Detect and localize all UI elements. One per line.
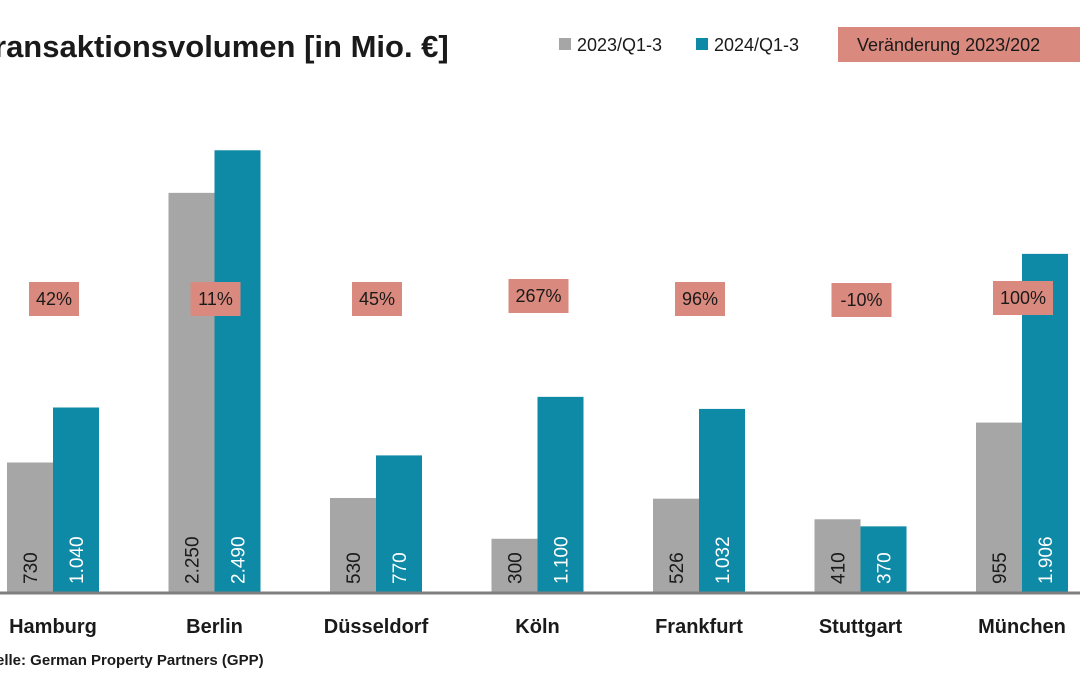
bar-frankfurt-2024 bbox=[699, 408, 745, 592]
category-label-koeln: Köln bbox=[515, 616, 559, 638]
change-label-frankfurt: 96% bbox=[682, 289, 718, 309]
bar-stuttgart-2023 bbox=[814, 519, 861, 592]
bar-berlin-2023 bbox=[168, 192, 215, 592]
bar-koeln-2023 bbox=[491, 538, 538, 592]
category-label-muenchen: München bbox=[978, 616, 1066, 638]
category-label-berlin: Berlin bbox=[186, 616, 243, 638]
bar-hamburg-2023 bbox=[7, 462, 53, 592]
category-label-duesseldorf: Düsseldorf bbox=[324, 616, 429, 638]
change-label-hamburg: 42% bbox=[36, 289, 72, 309]
bar-frankfurt-2023 bbox=[653, 498, 699, 592]
bar-label-frankfurt-2023: 526 bbox=[667, 552, 688, 584]
change-label-muenchen: 100% bbox=[1000, 288, 1046, 308]
change-box-muenchen bbox=[993, 281, 1053, 315]
change-label-koeln: 267% bbox=[515, 286, 561, 306]
change-label-stuttgart: -10% bbox=[840, 290, 882, 310]
change-box-berlin bbox=[190, 282, 241, 316]
category-label-frankfurt: Frankfurt bbox=[655, 616, 743, 638]
bar-label-berlin-2023: 2.250 bbox=[183, 536, 204, 584]
bar-berlin-2024 bbox=[214, 150, 261, 593]
bar-label-stuttgart-2024: 370 bbox=[875, 552, 896, 584]
legend-swatch-2024 bbox=[696, 38, 708, 50]
legend-change-label: Veränderung 2023/202 bbox=[857, 35, 1040, 55]
category-label-stuttgart: Stuttgart bbox=[819, 616, 903, 638]
legend: 2023/Q1-3 2024/Q1-3 Veränderung 2023/202 bbox=[559, 27, 1080, 62]
legend-label-2023: 2023/Q1-3 bbox=[577, 35, 662, 55]
bar-label-hamburg-2024: 1.040 bbox=[67, 536, 88, 584]
change-box-hamburg bbox=[29, 282, 79, 316]
bar-label-berlin-2024: 2.490 bbox=[229, 536, 250, 584]
bar-muenchen-2023 bbox=[976, 422, 1022, 592]
change-boxes-group: 42% 11% 45% 267% 96% -10% 100% bbox=[29, 279, 1053, 317]
bar-duesseldorf-2024 bbox=[376, 455, 422, 592]
chart-title: ransaktionsvolumen [in Mio. €] bbox=[0, 29, 449, 64]
change-box-stuttgart bbox=[831, 283, 892, 317]
bar-label-duesseldorf-2024: 770 bbox=[390, 552, 411, 584]
change-box-koeln bbox=[508, 279, 569, 313]
bar-label-muenchen-2024: 1.906 bbox=[1036, 536, 1057, 584]
legend-change-box bbox=[838, 27, 1080, 62]
legend-swatch-2023 bbox=[559, 38, 571, 50]
bar-label-duesseldorf-2023: 530 bbox=[344, 552, 365, 584]
bar-label-hamburg-2023: 730 bbox=[21, 552, 42, 584]
source-note: elle: German Property Partners (GPP) bbox=[0, 652, 264, 669]
city-labels-group: Hamburg Berlin Düsseldorf Köln Frankfurt Stut… bbox=[9, 616, 1066, 638]
change-box-frankfurt bbox=[675, 282, 725, 316]
bar-label-koeln-2023: 300 bbox=[506, 552, 527, 584]
bar-koeln-2024 bbox=[537, 396, 584, 592]
bar-label-frankfurt-2024: 1.032 bbox=[713, 536, 734, 584]
change-label-duesseldorf: 45% bbox=[359, 289, 395, 309]
bar-label-koeln-2024: 1.100 bbox=[552, 536, 573, 584]
bar-hamburg-2024 bbox=[53, 407, 99, 592]
bar-duesseldorf-2023 bbox=[330, 497, 376, 592]
legend-label-2024: 2024/Q1-3 bbox=[714, 35, 799, 55]
bar-label-muenchen-2023: 955 bbox=[990, 552, 1011, 584]
category-label-hamburg: Hamburg bbox=[9, 616, 97, 638]
bar-label-stuttgart-2023: 410 bbox=[829, 552, 850, 584]
bars-group: 730 1.040 2.250 2.490 530 770 300 1.100 526 1.032… bbox=[7, 150, 1068, 593]
bar-stuttgart-2024 bbox=[860, 526, 907, 592]
change-label-berlin: 11% bbox=[198, 289, 233, 309]
change-box-duesseldorf bbox=[352, 282, 402, 316]
